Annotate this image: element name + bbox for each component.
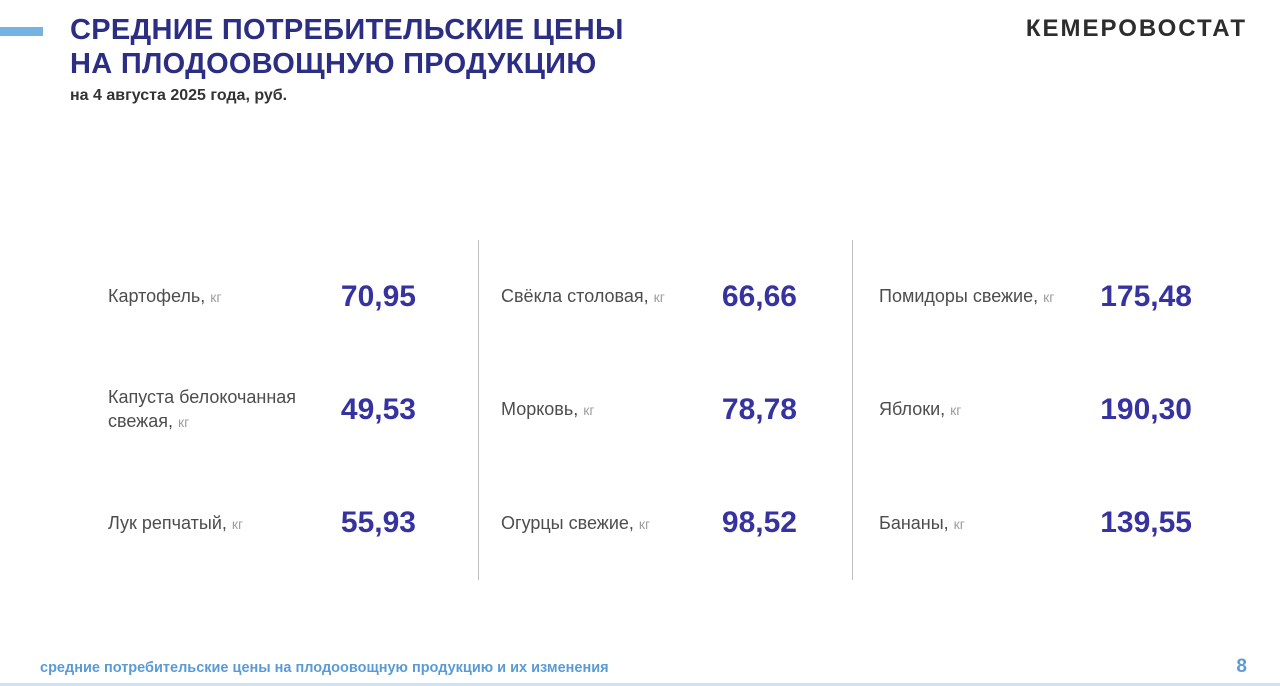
product-price: 78,78 (721, 392, 797, 426)
product-name: Бананы, (879, 512, 949, 533)
price-column-2: Свёкла столовая, кг 66,66 Морковь, кг 78… (478, 240, 852, 580)
product-label: Свёкла столовая, кг (501, 284, 713, 309)
product-price: 175,48 (1100, 279, 1192, 313)
product-unit: кг (177, 414, 190, 431)
product-name: Лук репчатый, (108, 512, 227, 533)
product-name: Картофель, (108, 286, 206, 307)
price-item-cabbage: Капуста белокочанная свежая, кг 49,53 (108, 353, 416, 466)
product-price: 98,52 (721, 506, 797, 540)
product-unit: кг (583, 402, 595, 419)
product-price: 139,55 (1100, 506, 1192, 540)
price-grid: Картофель, кг 70,95 Капуста белокочанная… (70, 240, 1230, 580)
product-unit: кг (231, 515, 244, 532)
bottom-accent-bar (0, 683, 1280, 686)
product-label: Лук репчатый, кг (108, 511, 320, 536)
page-title-line2: НА ПЛОДООВОЩНУЮ ПРОДУКЦИЮ (70, 48, 597, 80)
product-unit: кг (210, 289, 222, 306)
product-name: Огурцы свежие, (501, 512, 634, 533)
price-item-onion: Лук репчатый, кг 55,93 (108, 467, 416, 580)
product-label: Яблоки, кг (879, 397, 1091, 422)
footer-caption: средние потребительские цены на плодоово… (40, 660, 609, 676)
product-price: 55,93 (340, 506, 416, 540)
product-label: Капуста белокочанная свежая, кг (108, 385, 320, 434)
page-title: СРЕДНИЕ ПОТРЕБИТЕЛЬСКИЕ ЦЕНЫ НА ПЛОДООВО… (70, 13, 624, 81)
product-price: 66,66 (721, 279, 797, 313)
date-subtitle: на 4 августа 2025 года, руб. (70, 87, 288, 104)
product-label: Морковь, кг (501, 397, 713, 422)
product-unit: кг (653, 289, 665, 306)
product-name: Капуста белокочанная свежая, (108, 387, 297, 432)
product-name: Яблоки, (879, 399, 946, 420)
product-name: Морковь, (501, 399, 579, 420)
price-item-banana: Бананы, кг 139,55 (879, 467, 1192, 580)
price-column-3: Помидоры свежие, кг 175,48 Яблоки, кг 19… (852, 240, 1230, 580)
product-price: 49,53 (340, 392, 416, 426)
product-price: 190,30 (1100, 392, 1192, 426)
kemerovostat-logo: КЕМЕРОВОСТАТ (1025, 15, 1247, 42)
price-item-cucumber: Огурцы свежие, кг 98,52 (501, 467, 797, 580)
accent-dash (0, 27, 43, 36)
product-label: Огурцы свежие, кг (501, 511, 713, 536)
page-title-line1: СРЕДНИЕ ПОТРЕБИТЕЛЬСКИЕ ЦЕНЫ (70, 14, 624, 46)
price-item-tomato: Помидоры свежие, кг 175,48 (879, 240, 1192, 353)
price-item-beet: Свёкла столовая, кг 66,66 (501, 240, 797, 353)
product-unit: кг (953, 515, 965, 532)
price-column-1: Картофель, кг 70,95 Капуста белокочанная… (70, 240, 478, 580)
product-unit: кг (638, 515, 651, 532)
price-item-apple: Яблоки, кг 190,30 (879, 353, 1192, 466)
price-item-carrot: Морковь, кг 78,78 (501, 353, 797, 466)
header: СРЕДНИЕ ПОТРЕБИТЕЛЬСКИЕ ЦЕНЫ НА ПЛОДООВО… (70, 13, 624, 105)
product-label: Картофель, кг (108, 284, 320, 309)
product-name: Помидоры свежие, (879, 286, 1039, 307)
product-unit: кг (1043, 289, 1055, 306)
page-number: 8 (1236, 656, 1247, 677)
product-unit: кг (950, 402, 962, 419)
product-label: Помидоры свежие, кг (879, 284, 1091, 309)
price-item-potato: Картофель, кг 70,95 (108, 240, 416, 353)
product-name: Свёкла столовая, (501, 286, 649, 307)
product-label: Бананы, кг (879, 511, 1091, 536)
product-price: 70,95 (340, 279, 416, 313)
